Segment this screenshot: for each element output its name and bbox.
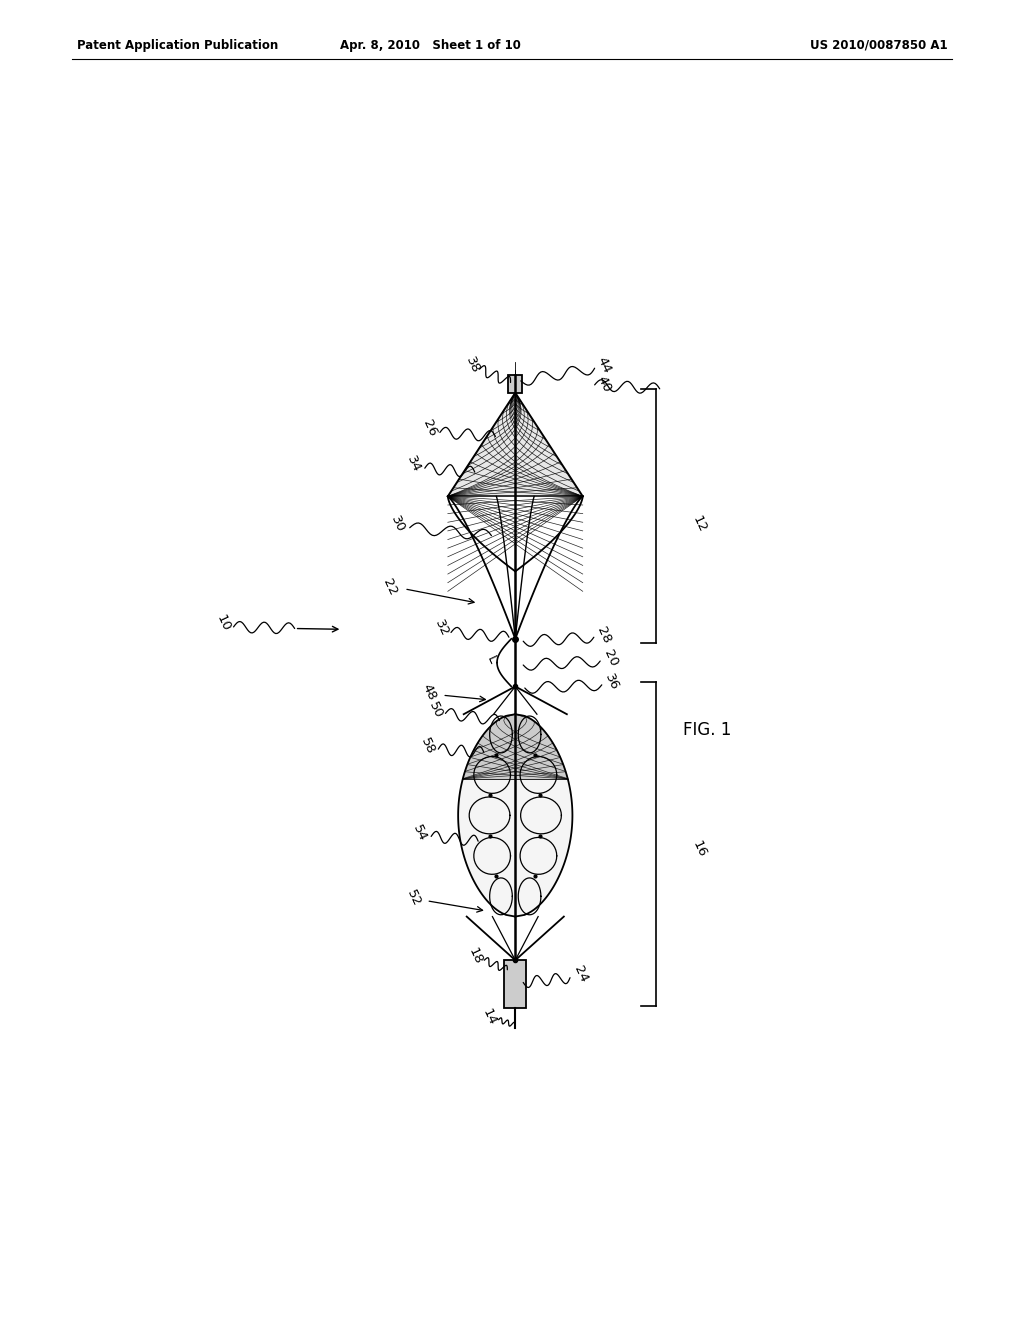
Bar [508,375,522,393]
Text: 40: 40 [595,374,613,395]
Text: 44: 44 [595,355,613,375]
Text: 20: 20 [601,648,620,669]
Text: FIG. 1: FIG. 1 [683,721,731,739]
Text: US 2010/0087850 A1: US 2010/0087850 A1 [810,38,947,51]
Polygon shape [463,714,567,779]
Text: 32: 32 [432,618,451,639]
Text: 16: 16 [690,838,709,859]
Text: 52: 52 [404,888,423,908]
Text: 12: 12 [690,513,709,535]
Text: 24: 24 [571,964,590,985]
Polygon shape [458,714,572,916]
Text: Apr. 8, 2010   Sheet 1 of 10: Apr. 8, 2010 Sheet 1 of 10 [340,38,520,51]
Text: 54: 54 [411,822,429,843]
Text: 30: 30 [388,513,408,535]
Text: 36: 36 [603,672,622,693]
Text: 34: 34 [404,454,423,475]
Text: 18: 18 [466,946,485,966]
Text: 10: 10 [214,612,232,634]
Text: 28: 28 [595,624,613,645]
Text: 58: 58 [419,735,437,756]
Bar [504,960,526,1008]
Text: 22: 22 [380,577,399,598]
Text: 26: 26 [420,418,439,440]
Polygon shape [447,393,583,496]
Text: Patent Application Publication: Patent Application Publication [77,38,279,51]
Text: 48: 48 [420,681,439,702]
Text: L: L [484,655,499,667]
Text: 50: 50 [426,700,445,721]
Text: 14: 14 [479,1007,499,1028]
Text: 38: 38 [464,355,482,375]
